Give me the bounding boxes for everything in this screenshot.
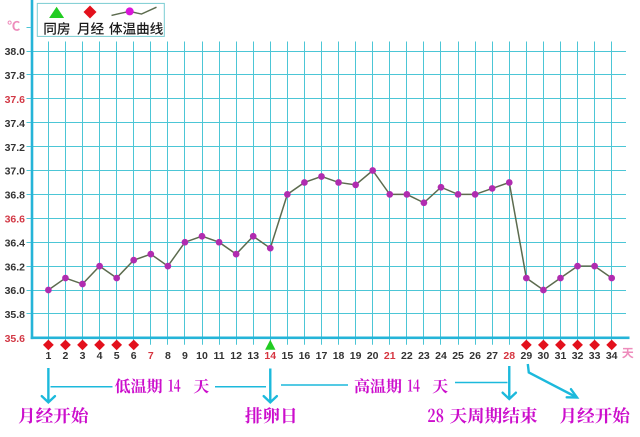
svg-text:20: 20 [367, 350, 379, 362]
svg-text:38.0: 38.0 [5, 46, 26, 58]
svg-text:37.0: 37.0 [5, 166, 26, 178]
svg-text:35.6: 35.6 [5, 333, 26, 345]
svg-text:36.8: 36.8 [5, 190, 26, 202]
svg-text:11: 11 [214, 350, 225, 362]
svg-text:9: 9 [182, 350, 188, 362]
svg-text:37.6: 37.6 [5, 94, 26, 106]
svg-text:21: 21 [384, 350, 396, 362]
svg-text:2: 2 [63, 350, 69, 362]
svg-text:36.6: 36.6 [5, 214, 26, 226]
svg-text:13: 13 [247, 350, 259, 362]
svg-text:19: 19 [350, 350, 362, 362]
svg-text:30: 30 [538, 350, 550, 362]
svg-text:28: 28 [503, 350, 515, 362]
svg-text:22: 22 [401, 350, 413, 362]
svg-text:3: 3 [80, 350, 86, 362]
svg-text:1: 1 [45, 350, 51, 362]
svg-text:5: 5 [114, 350, 120, 362]
svg-text:23: 23 [418, 350, 430, 362]
svg-text:12: 12 [230, 350, 242, 362]
svg-text:14: 14 [264, 350, 276, 362]
svg-text:24: 24 [435, 350, 447, 362]
svg-text:25: 25 [452, 350, 464, 362]
svg-text:34: 34 [606, 350, 618, 362]
svg-text:33: 33 [589, 350, 601, 362]
svg-text:16: 16 [299, 350, 311, 362]
svg-text:27: 27 [486, 350, 498, 362]
svg-text:36.4: 36.4 [5, 237, 26, 249]
svg-text:29: 29 [520, 350, 532, 362]
svg-text:31: 31 [555, 350, 567, 362]
svg-text:18: 18 [333, 350, 345, 362]
svg-text:36.0: 36.0 [5, 285, 26, 297]
svg-text:6: 6 [131, 350, 137, 362]
svg-text:37.2: 37.2 [5, 142, 26, 154]
svg-text:4: 4 [97, 350, 103, 362]
svg-text:37.8: 37.8 [5, 70, 26, 82]
svg-text:36.2: 36.2 [5, 261, 26, 273]
svg-text:37.4: 37.4 [5, 118, 26, 130]
svg-text:32: 32 [572, 350, 584, 362]
svg-text:35.8: 35.8 [5, 309, 26, 321]
svg-text:15: 15 [282, 350, 294, 362]
svg-text:26: 26 [469, 350, 481, 362]
svg-text:7: 7 [148, 350, 154, 362]
svg-text:10: 10 [196, 350, 208, 362]
svg-text:8: 8 [165, 350, 171, 362]
svg-text:17: 17 [316, 350, 328, 362]
